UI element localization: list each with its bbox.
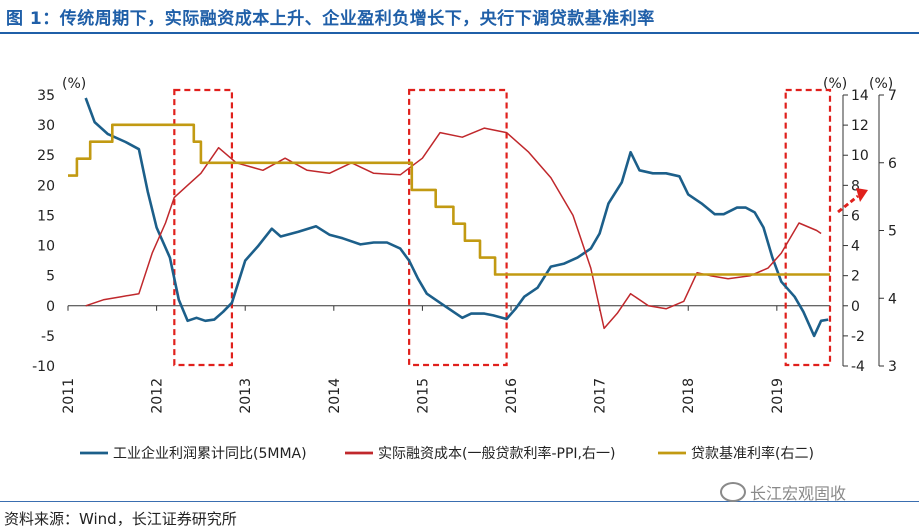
highlight-box [408, 88, 508, 367]
legend-profit-label: 工业企业利润累计同比(5MMA) [113, 445, 307, 462]
legend-layer: 工业企业利润累计同比(5MMA) 实际融资成本(一般贷款利率-PPI,右一) 贷款基… [80, 445, 814, 462]
series-line-left [84, 97, 829, 338]
footer-divider [0, 501, 919, 502]
y-right1-tick-label: -2 [851, 329, 865, 345]
x-tick-label: 2011 [61, 378, 77, 414]
y-right1-tick-label: 6 [851, 208, 860, 224]
y-right1-tick-label: 10 [851, 148, 869, 164]
y-right2-tick-label: 5 [888, 224, 897, 240]
legend-rate-label: 贷款基准利率(右二) [691, 445, 814, 462]
y-left-tick-label: -10 [32, 359, 55, 375]
y-right2-unit: (%) [869, 76, 893, 92]
watermark-text: 长江宏观固收 [750, 484, 847, 503]
highlight-box [173, 88, 234, 367]
y-right2-tick-label: 3 [888, 359, 897, 375]
series-line-right1 [85, 127, 822, 330]
y-left-tick-label: 5 [46, 269, 55, 285]
x-tick-label: 2019 [770, 378, 786, 414]
series-layer [68, 97, 830, 338]
x-tick-label: 2017 [593, 378, 609, 414]
title-divider [0, 32, 919, 34]
y-right2-tick-label: 4 [888, 291, 897, 307]
source-note: 资料来源：Wind，长江证券研究所 [4, 510, 237, 528]
axes-layer: 35302520151050-5-10(%)14121086420-2-4(%)… [32, 76, 897, 414]
y-right1-tick-label: 0 [851, 299, 860, 315]
x-tick-label: 2018 [681, 378, 697, 414]
y-left-tick-label: 35 [37, 88, 55, 104]
x-tick-label: 2012 [150, 378, 166, 414]
y-right1-unit: (%) [823, 76, 847, 92]
y-right1-tick-label: 2 [851, 269, 860, 285]
y-right1-tick-label: 12 [851, 118, 869, 134]
y-left-tick-label: 15 [37, 208, 55, 224]
figure-title: 图 1：传统周期下，实际融资成本上升、企业盈利负增长下，央行下调贷款基准利率 [6, 9, 655, 29]
y-left-tick-label: 25 [37, 148, 55, 164]
x-tick-label: 2016 [504, 378, 520, 414]
legend-cost-label: 实际融资成本(一般贷款利率-PPI,右一) [378, 445, 615, 462]
wechat-icon [720, 482, 746, 502]
trend-arrow-line [837, 194, 859, 214]
y-right2-tick-label: 6 [888, 156, 897, 172]
y-right1-tick-label: 4 [851, 239, 860, 255]
x-tick-label: 2013 [238, 378, 254, 414]
y-left-unit: (%) [62, 76, 86, 92]
highlight-box [784, 88, 832, 367]
y-left-tick-label: -5 [41, 329, 55, 345]
trend-arrow-head [856, 188, 868, 202]
x-tick-label: 2014 [327, 378, 343, 414]
y-left-tick-label: 20 [37, 178, 55, 194]
y-left-tick-label: 0 [46, 299, 55, 315]
y-right1-tick-label: 14 [851, 88, 869, 104]
series-line-right2 [68, 123, 830, 276]
y-left-tick-label: 30 [37, 118, 55, 134]
x-tick-label: 2015 [415, 378, 431, 414]
y-right2-tick-label: 7 [888, 88, 897, 104]
y-right1-tick-label: 8 [851, 178, 860, 194]
watermark: 长江宏观固收 [720, 480, 846, 504]
highlight-layer [173, 88, 868, 367]
y-right1-tick-label: -4 [851, 359, 865, 375]
y-left-tick-label: 10 [37, 239, 55, 255]
